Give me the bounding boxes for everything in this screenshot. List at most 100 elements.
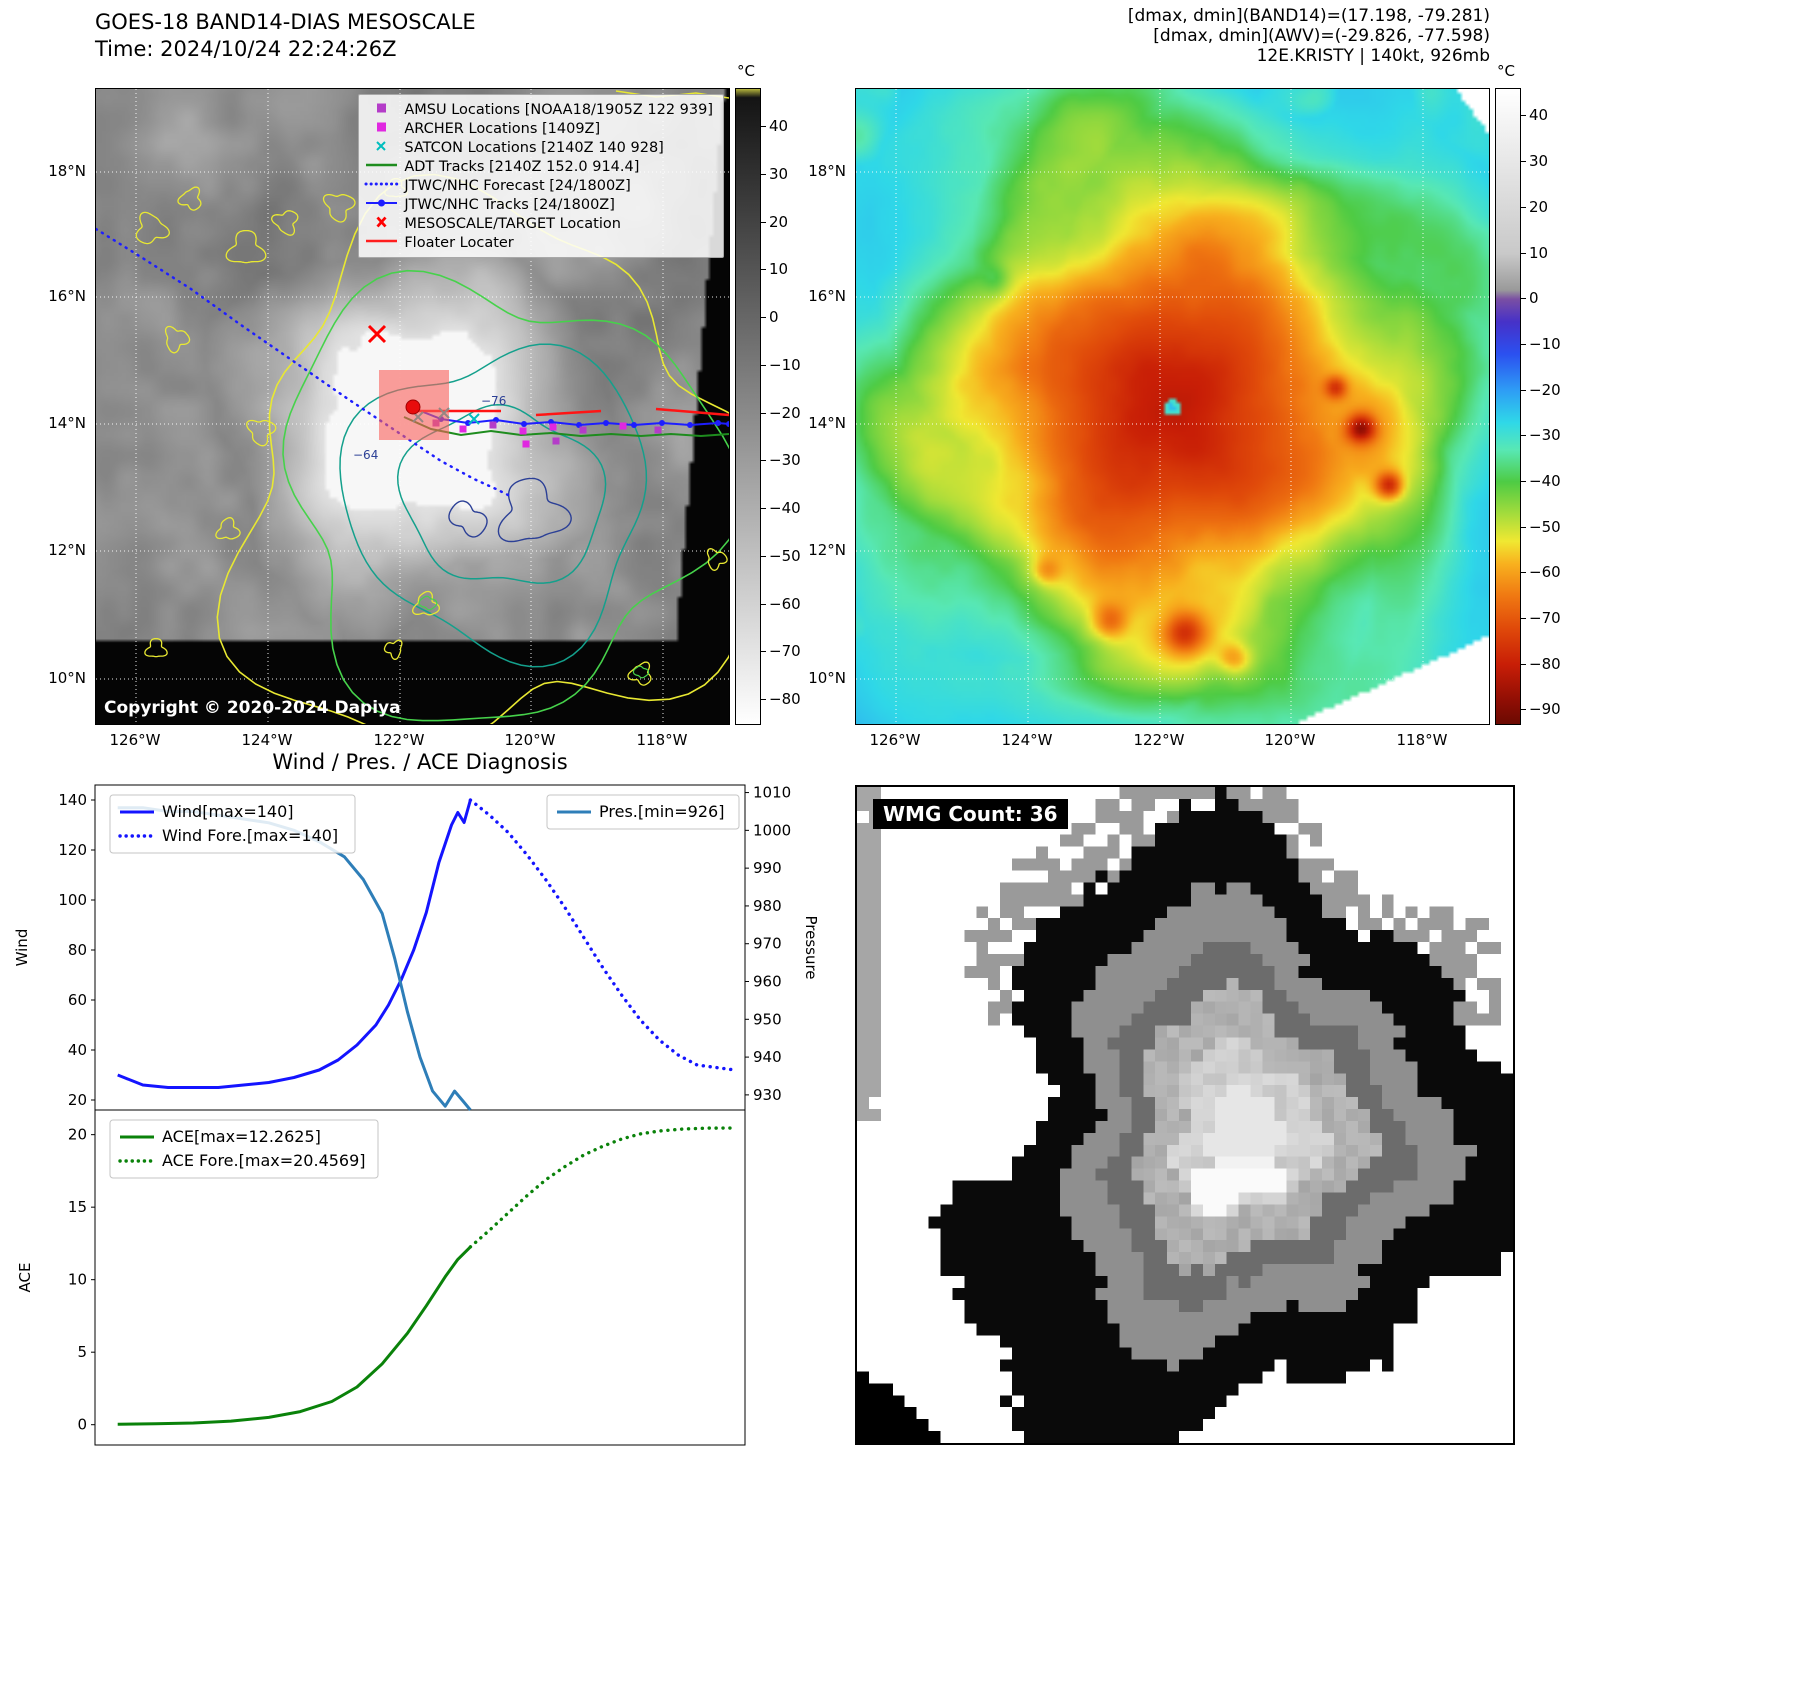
map-legend: AMSU Locations [NOAA18/1905Z 122 939] ARC… <box>358 94 724 258</box>
goes-map-overlay: −76 −64 <box>96 89 729 724</box>
y2-tick-label: 1000 <box>753 821 791 839</box>
colorbar-tick-mark <box>1521 252 1526 254</box>
colorbar-tick-mark <box>1521 572 1526 574</box>
x-marker-icon <box>376 140 387 151</box>
wind-axis-label: Wind <box>13 929 31 967</box>
contour-yellow-cell <box>322 193 356 223</box>
lat-tick-label: 16°N <box>48 287 86 305</box>
amsu-archer-marker <box>459 425 467 433</box>
wmg-count-badge: WMG Count: 36 <box>873 799 1068 829</box>
colorbar-tick-label: −10 <box>769 355 801 374</box>
colorbar-tick-mark <box>1521 206 1526 208</box>
legend-label: Floater Locater <box>404 234 514 251</box>
goes-title: GOES-18 BAND14-DIAS MESOSCALE <box>95 10 476 34</box>
y-tick-label: 10 <box>68 1271 87 1289</box>
lat-tick-label: 14°N <box>808 414 846 432</box>
lat-tick-label: 18°N <box>48 162 86 180</box>
colorbar-tick-mark <box>1521 526 1526 528</box>
copyright-text: Copyright © 2020-2024 Dapiya <box>104 698 401 718</box>
colorbar-tick-mark <box>761 412 766 414</box>
y2-tick-label: 1010 <box>753 784 791 802</box>
series-ace-max-12-2625- <box>117 1245 472 1426</box>
legend-row: JTWC/NHC Forecast [24/1800Z] <box>364 176 713 195</box>
colorbar-tick-label: −60 <box>769 594 801 613</box>
y-tick-label: 100 <box>58 891 87 909</box>
contour-yellow-cell <box>177 186 202 211</box>
lat-tick-label: 14°N <box>48 414 86 432</box>
legend-label: AMSU Locations [NOAA18/1905Z 122 939] <box>404 101 713 118</box>
circle-el <box>378 199 386 206</box>
colorbar-tick-mark <box>761 460 766 462</box>
goes-colorbar-ticks: 40 30 20 10 0 −10 −20 −30 −40 −50 −60 −70 −80 <box>761 88 805 725</box>
y2-tick-label: 950 <box>753 1010 782 1028</box>
legend-row: ARCHER Locations [1409Z] <box>364 119 713 138</box>
lon-tick-label: 126°W <box>869 731 921 749</box>
lon-tick-label: 126°W <box>109 731 161 749</box>
goes-lat-axis: 18°N 16°N 14°N 12°N 10°N <box>38 88 90 725</box>
legend-marker <box>364 176 399 196</box>
lat-tick-label: 10°N <box>48 669 86 687</box>
colorbar-tick-mark <box>761 269 766 271</box>
contour-yellow-cell <box>383 639 403 660</box>
amsu-archer-marker <box>519 427 527 435</box>
legend-label: SATCON Locations [2140Z 140 928] <box>404 139 664 156</box>
amsu-archer-marker <box>549 423 557 431</box>
colorbar-tick-label: −40 <box>1529 471 1561 490</box>
y-tick-label: 0 <box>77 1416 87 1434</box>
lon-tick-label: 118°W <box>636 731 688 749</box>
lon-tick-label: 122°W <box>373 731 425 749</box>
colorbar-tick-label: 40 <box>1529 106 1549 125</box>
floater-line <box>655 407 729 417</box>
series-wind-max-140- <box>117 799 472 1089</box>
chart-legend-box <box>546 794 740 830</box>
colorbar-tick-mark <box>1521 161 1526 163</box>
contour-yellow-cell <box>135 211 170 245</box>
y2-tick-label: 990 <box>753 859 782 877</box>
legend-label: JTWC/NHC Tracks [24/1800Z] <box>404 196 615 213</box>
enhanced-colorbar-ticks: 40 30 20 10 0 −10 −20 −30 −40 −50 −60 −70 −80 −90 <box>1521 88 1565 725</box>
amsu-archer-marker <box>522 440 530 448</box>
colorbar-tick-label: −30 <box>1529 426 1561 445</box>
y2-tick-label: 970 <box>753 935 782 953</box>
legend-label: ADT Tracks [2140Z 152.0 914.4] <box>404 158 640 175</box>
amsu-archer-marker <box>619 422 627 430</box>
y-tick-label: 20 <box>68 1091 87 1109</box>
colorbar-tick-mark <box>1521 480 1526 482</box>
goes-colorbar <box>735 88 761 725</box>
colorbar-tick-label: −30 <box>769 451 801 470</box>
path-el <box>376 216 387 227</box>
colorbar-tick-label: −50 <box>769 546 801 565</box>
satcon-marker <box>468 413 480 425</box>
enhanced-colorbar-gradient <box>1496 89 1520 724</box>
contour-yellow-cell <box>246 419 277 447</box>
contour-yellow-cell <box>706 548 728 571</box>
legend-row: AMSU Locations [NOAA18/1905Z 122 939] <box>364 100 713 119</box>
y-tick-label: 80 <box>68 941 87 959</box>
colorbar-tick-label: −80 <box>769 690 801 709</box>
legend-row: ADT Tracks [2140Z 152.0 914.4] <box>364 157 713 176</box>
y2-tick-label: 960 <box>753 973 782 991</box>
lon-tick-label: 120°W <box>504 731 556 749</box>
legend-marker <box>364 195 399 215</box>
colorbar-tick-mark <box>761 699 766 701</box>
colorbar-tick-label: −20 <box>1529 380 1561 399</box>
rect-el <box>377 122 387 131</box>
contour-green-cell <box>418 595 438 611</box>
colorbar-tick-mark <box>761 221 766 223</box>
contour-label: −64 <box>353 448 378 462</box>
contour-label: −76 <box>481 394 506 408</box>
jtwc-track-point <box>521 421 527 427</box>
y-tick-label: 120 <box>58 841 87 859</box>
colorbar-tick-mark <box>761 555 766 557</box>
colorbar-tick-label: 10 <box>769 260 789 279</box>
line-marker-icon <box>366 239 398 242</box>
colorbar-tick-label: −40 <box>769 499 801 518</box>
legend-entry-label: Wind Fore.[max=140] <box>162 826 338 845</box>
jtwc-track-point <box>631 422 637 428</box>
amsu-archer-marker <box>579 426 587 434</box>
legend-marker <box>364 138 399 158</box>
contour-navy <box>497 477 572 543</box>
ace-axis-label: ACE <box>16 1263 34 1293</box>
goes-colorbar-gradient <box>736 89 760 724</box>
